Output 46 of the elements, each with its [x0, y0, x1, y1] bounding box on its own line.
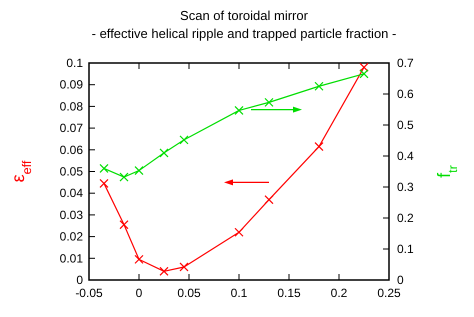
- point: [119, 172, 129, 182]
- point: [134, 166, 144, 176]
- point: [359, 62, 369, 72]
- point: [314, 142, 324, 152]
- point: [264, 98, 274, 107]
- point: [179, 135, 189, 144]
- point: [359, 69, 369, 78]
- y-tick-label: 0.08: [60, 99, 84, 114]
- y2-tick-label: 0.3: [397, 180, 414, 194]
- point: [234, 106, 244, 116]
- y-tick-label: 0.02: [60, 230, 84, 244]
- y2-tick-label: 0.1: [397, 242, 414, 256]
- y2-tick-label: 0.2: [397, 211, 414, 225]
- point: [99, 164, 109, 173]
- point: [314, 82, 324, 91]
- y-tick-label: 0.09: [60, 78, 84, 92]
- y-tick-label: 0.01: [60, 251, 84, 266]
- y2-tick-label: 0.4: [397, 149, 414, 163]
- x-tick-label: 0.2: [330, 286, 348, 300]
- x-tick-label: 0: [136, 286, 143, 300]
- point: [119, 220, 129, 230]
- y2-tick-label: 0.7: [397, 56, 414, 70]
- y2-tick-label: 0.5: [397, 118, 414, 132]
- point: [264, 195, 274, 204]
- chart-title: Scan of toroidal mirror: [180, 8, 309, 23]
- y-tick-label: 0.1: [66, 56, 84, 70]
- x-tick-label: 0.05: [177, 286, 201, 300]
- y-tick-label: 0.05: [60, 164, 84, 178]
- y2-tick-label: 0: [397, 273, 404, 287]
- x-tick-label: -0.05: [75, 286, 103, 300]
- point: [234, 228, 244, 237]
- x-tick-label: 0.25: [377, 286, 401, 300]
- y-tick-label: 0.07: [60, 121, 84, 136]
- point: [99, 178, 109, 188]
- point: [179, 262, 189, 272]
- y-tick-label: 0: [76, 273, 84, 287]
- x-tick-label: 0.15: [277, 286, 301, 300]
- point: [134, 254, 144, 264]
- x-tick-label: 0.1: [230, 286, 248, 300]
- chart-subtitle: - effective helical ripple and trapped particle fraction -: [92, 26, 396, 41]
- y-tick-label: 0.04: [60, 186, 84, 200]
- y-tick-label: 0.06: [60, 142, 84, 157]
- y-tick-label: 0.03: [60, 208, 84, 222]
- y2-tick-label: 0.6: [397, 87, 414, 101]
- point: [159, 148, 169, 158]
- point: [159, 266, 169, 276]
